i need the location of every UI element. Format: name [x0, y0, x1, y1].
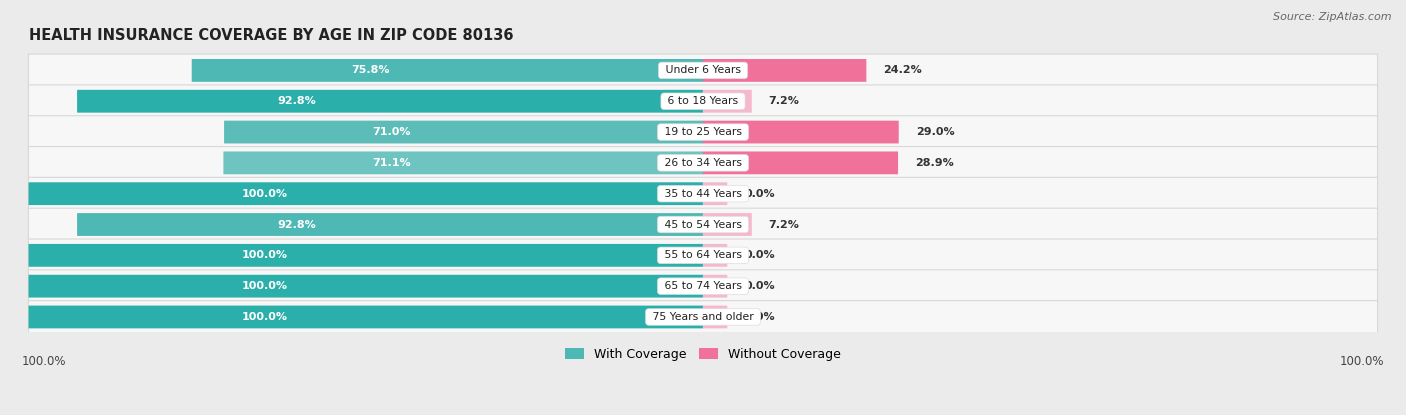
- Text: Under 6 Years: Under 6 Years: [662, 66, 744, 76]
- Text: 71.1%: 71.1%: [373, 158, 411, 168]
- Text: 19 to 25 Years: 19 to 25 Years: [661, 127, 745, 137]
- FancyBboxPatch shape: [703, 59, 866, 82]
- Text: 92.8%: 92.8%: [277, 220, 316, 229]
- Text: HEALTH INSURANCE COVERAGE BY AGE IN ZIP CODE 80136: HEALTH INSURANCE COVERAGE BY AGE IN ZIP …: [28, 28, 513, 43]
- FancyBboxPatch shape: [28, 208, 1378, 241]
- Text: 0.0%: 0.0%: [744, 312, 775, 322]
- Text: 71.0%: 71.0%: [373, 127, 411, 137]
- FancyBboxPatch shape: [28, 300, 1378, 333]
- Text: 100.0%: 100.0%: [242, 189, 288, 199]
- Text: 92.8%: 92.8%: [277, 96, 316, 106]
- Text: Source: ZipAtlas.com: Source: ZipAtlas.com: [1274, 12, 1392, 22]
- Text: 7.2%: 7.2%: [769, 220, 800, 229]
- FancyBboxPatch shape: [703, 151, 898, 174]
- FancyBboxPatch shape: [28, 275, 703, 298]
- Text: 7.2%: 7.2%: [769, 96, 800, 106]
- FancyBboxPatch shape: [703, 244, 727, 267]
- FancyBboxPatch shape: [703, 182, 727, 205]
- Text: 100.0%: 100.0%: [1340, 355, 1384, 368]
- Text: 0.0%: 0.0%: [744, 250, 775, 260]
- FancyBboxPatch shape: [224, 121, 703, 144]
- Text: 100.0%: 100.0%: [242, 250, 288, 260]
- Text: 100.0%: 100.0%: [22, 355, 66, 368]
- Text: 75.8%: 75.8%: [352, 66, 389, 76]
- Text: 29.0%: 29.0%: [915, 127, 955, 137]
- Text: 28.9%: 28.9%: [915, 158, 953, 168]
- Legend: With Coverage, Without Coverage: With Coverage, Without Coverage: [561, 343, 845, 366]
- FancyBboxPatch shape: [703, 275, 727, 298]
- FancyBboxPatch shape: [28, 116, 1378, 149]
- FancyBboxPatch shape: [28, 305, 703, 328]
- FancyBboxPatch shape: [28, 244, 703, 267]
- Text: 100.0%: 100.0%: [242, 312, 288, 322]
- FancyBboxPatch shape: [28, 54, 1378, 87]
- FancyBboxPatch shape: [28, 146, 1378, 179]
- FancyBboxPatch shape: [703, 213, 752, 236]
- Text: 100.0%: 100.0%: [242, 281, 288, 291]
- FancyBboxPatch shape: [28, 270, 1378, 303]
- Text: 0.0%: 0.0%: [744, 189, 775, 199]
- FancyBboxPatch shape: [28, 182, 703, 205]
- FancyBboxPatch shape: [77, 90, 703, 112]
- FancyBboxPatch shape: [28, 177, 1378, 210]
- FancyBboxPatch shape: [191, 59, 703, 82]
- FancyBboxPatch shape: [703, 90, 752, 112]
- FancyBboxPatch shape: [703, 121, 898, 144]
- Text: 45 to 54 Years: 45 to 54 Years: [661, 220, 745, 229]
- Text: 24.2%: 24.2%: [883, 66, 922, 76]
- Text: 26 to 34 Years: 26 to 34 Years: [661, 158, 745, 168]
- FancyBboxPatch shape: [28, 85, 1378, 117]
- FancyBboxPatch shape: [224, 151, 703, 174]
- Text: 55 to 64 Years: 55 to 64 Years: [661, 250, 745, 260]
- FancyBboxPatch shape: [703, 305, 727, 328]
- Text: 75 Years and older: 75 Years and older: [650, 312, 756, 322]
- Text: 65 to 74 Years: 65 to 74 Years: [661, 281, 745, 291]
- Text: 35 to 44 Years: 35 to 44 Years: [661, 189, 745, 199]
- Text: 0.0%: 0.0%: [744, 281, 775, 291]
- FancyBboxPatch shape: [28, 239, 1378, 272]
- Text: 6 to 18 Years: 6 to 18 Years: [664, 96, 742, 106]
- FancyBboxPatch shape: [77, 213, 703, 236]
